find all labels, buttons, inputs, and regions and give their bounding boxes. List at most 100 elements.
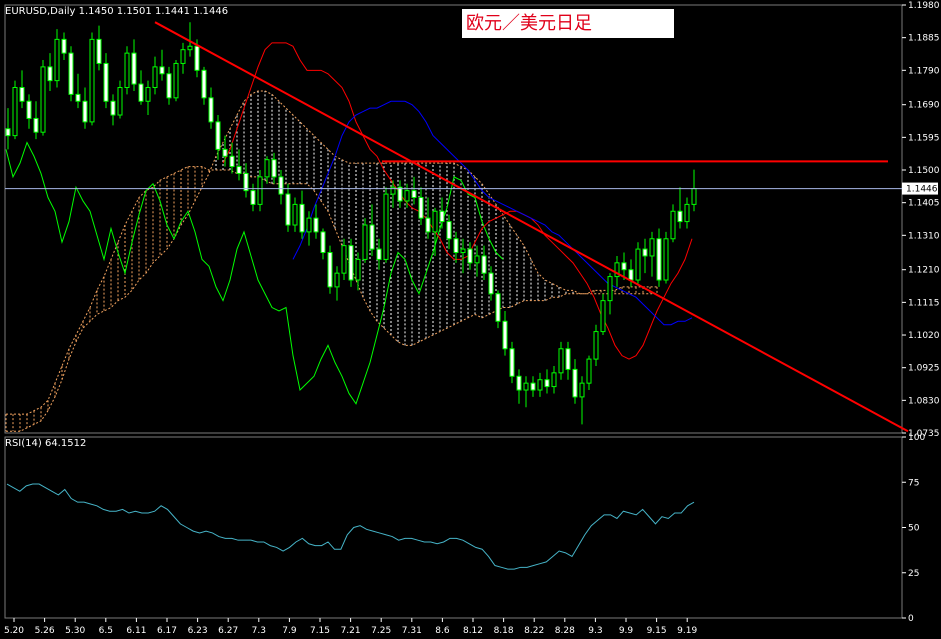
x-tick-label: 6.23 (188, 626, 208, 636)
candle (425, 197, 431, 239)
candle-body (488, 272, 494, 295)
x-tick-label: 6.5 (99, 626, 113, 636)
x-tick-label: 5.20 (4, 626, 24, 636)
rsi-tick-label: 25 (908, 569, 919, 579)
candle-body (537, 379, 543, 391)
candle (516, 369, 522, 404)
x-tick-label: 8.22 (524, 626, 544, 636)
candle (152, 56, 158, 95)
candle (670, 204, 676, 243)
candle-body (103, 62, 109, 102)
candle (369, 204, 375, 256)
rsi-series (6, 483, 695, 570)
main-panel-frame (4, 4, 903, 434)
candle (376, 238, 382, 270)
candle (215, 115, 221, 160)
candle (19, 70, 25, 109)
candle (5, 108, 11, 150)
candle (341, 238, 347, 281)
y-tick-label: 1.1690 (908, 101, 940, 111)
candle-body (320, 231, 326, 254)
candle (586, 355, 592, 391)
y-tick-label: 1.1210 (908, 266, 940, 276)
candle (453, 231, 459, 263)
candle-body (82, 100, 88, 123)
candle-body (327, 252, 333, 288)
downtrend-line (154, 21, 909, 433)
candle-body (145, 87, 151, 102)
candle-body (110, 100, 116, 116)
candle-body (558, 348, 564, 374)
candle (607, 273, 613, 315)
candle (432, 207, 438, 256)
candle (257, 170, 263, 212)
candle (642, 238, 648, 274)
candle-body (593, 331, 599, 360)
candle-body (684, 203, 690, 223)
x-tick-label: 6.27 (218, 626, 238, 636)
candle (656, 228, 662, 287)
candle (621, 252, 627, 281)
tenkan-sen (222, 42, 693, 360)
y-tick-label: 1.0925 (908, 364, 940, 374)
x-tick-label: 8.18 (494, 626, 514, 636)
candle-body (194, 45, 200, 71)
candle (390, 180, 396, 208)
last-price-label: 1.1446 (906, 185, 938, 195)
candle-body (89, 38, 95, 123)
candle (187, 22, 193, 57)
candle-body (355, 258, 361, 281)
candle (285, 183, 291, 232)
candle-body (516, 375, 522, 391)
candle-body (12, 87, 18, 137)
candle (75, 73, 81, 109)
candle-body (124, 52, 130, 89)
candle-body (173, 62, 179, 99)
x-tick-label: 9.9 (619, 626, 634, 636)
candle-body (439, 210, 445, 223)
candle-body (495, 293, 501, 322)
candle (348, 238, 354, 287)
candle (54, 29, 60, 88)
x-tick-label: 7.21 (341, 626, 361, 636)
candle (313, 204, 319, 239)
candle (649, 231, 655, 277)
rsi-tick-label: 0 (908, 614, 914, 624)
candle (383, 187, 389, 263)
indicator-lines (5, 42, 693, 405)
candle (236, 149, 242, 181)
candle-body (621, 262, 627, 271)
candle-body (600, 300, 606, 333)
candle (26, 94, 32, 129)
candle-body (334, 272, 340, 288)
candle (404, 183, 410, 208)
candle (103, 53, 109, 109)
candle (600, 293, 606, 336)
candle (278, 170, 284, 205)
x-tick-label: 6.11 (126, 626, 146, 636)
candle-body (383, 193, 389, 260)
candle-body (418, 197, 424, 219)
candle-body (481, 255, 487, 274)
candle-body (285, 193, 291, 226)
y-tick-label: 1.1405 (908, 199, 940, 209)
chikou-span (5, 141, 504, 405)
candle-body (677, 210, 683, 223)
ichimoku-cloud (5, 90, 658, 432)
candle-body (313, 217, 319, 233)
candle-body (236, 166, 242, 174)
y-tick-label: 1.0830 (908, 396, 940, 406)
x-tick-label: 7.3 (252, 626, 266, 636)
candle (138, 70, 144, 105)
candle-body (390, 186, 396, 195)
candle-body (292, 203, 298, 226)
candle (502, 310, 508, 356)
candle-body (453, 238, 459, 254)
candle (47, 53, 53, 91)
candle-body (572, 368, 578, 398)
candle-body (663, 238, 669, 281)
candle-body (229, 155, 235, 168)
candle (579, 376, 585, 425)
candle (523, 376, 529, 408)
